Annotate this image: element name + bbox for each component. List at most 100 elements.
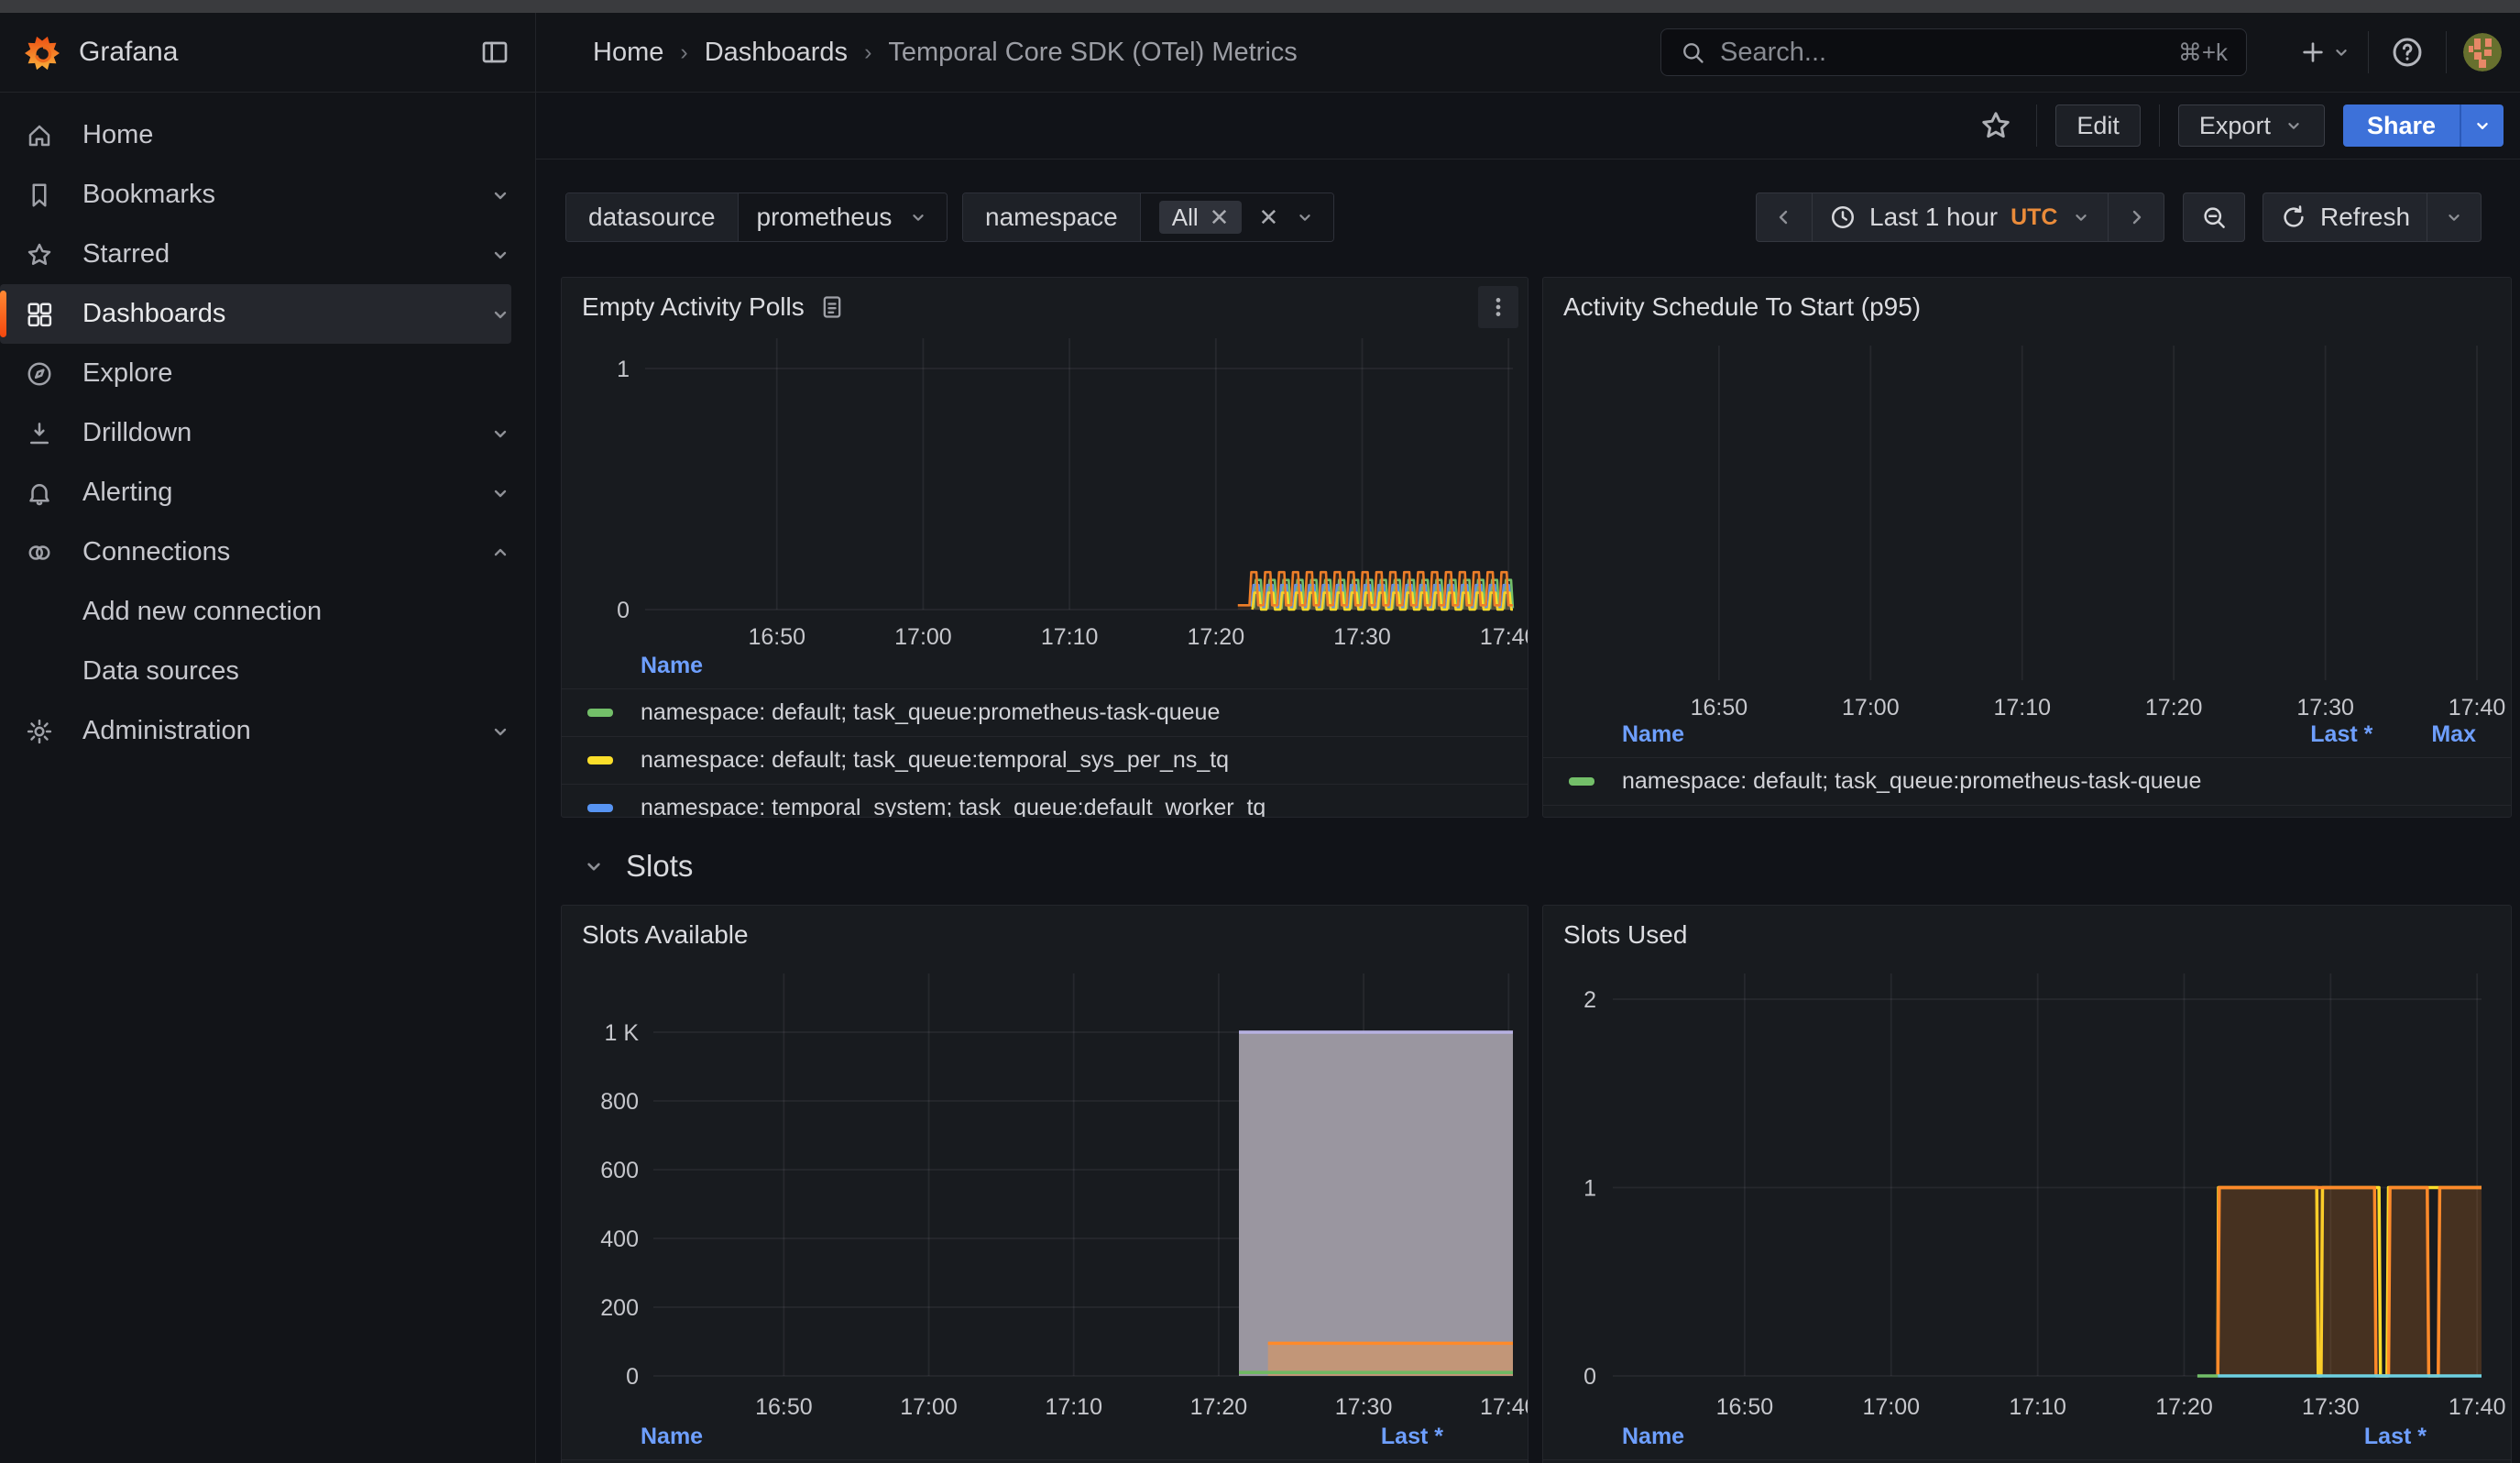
legend-item[interactable]: namespace: default; task_queue:prometheu…: [1543, 1459, 2511, 1463]
timeseries-chart[interactable]: 16:50 17:00 17:10 17:20 17:30 17:40: [1543, 333, 2511, 721]
legend-column-last[interactable]: Last *: [1380, 1424, 1443, 1449]
refresh-button[interactable]: Refresh: [2263, 193, 2428, 241]
legend-item[interactable]: namespace: default; task_queue:prometheu…: [562, 1459, 1528, 1463]
timeseries-chart[interactable]: 16:50 17:00 17:10 17:20 17:30 17:40 0 1: [562, 333, 1528, 653]
sidebar-item-dashboards[interactable]: Dashboards: [0, 284, 511, 344]
panel-header[interactable]: Empty Activity Polls: [562, 278, 1528, 333]
chevron-down-icon: [494, 311, 507, 318]
sidebar-item-drilldown[interactable]: Drilldown: [0, 403, 511, 463]
add-menu-button[interactable]: [2298, 38, 2351, 67]
legend-column-name[interactable]: Name: [641, 1424, 704, 1449]
legend-column-name[interactable]: Name: [1622, 721, 1685, 747]
namespace-chip-all[interactable]: All ✕: [1158, 201, 1243, 234]
breadcrumb-dashboards[interactable]: Dashboards: [704, 37, 849, 67]
panel-header[interactable]: Slots Used: [1543, 906, 2511, 961]
panel-legend: Name Last * namespace: default; task_queue…: [1543, 1420, 2511, 1463]
svg-text:17:40: 17:40: [1480, 1394, 1528, 1420]
sidebar-item-add-new-connection[interactable]: Add new connection: [0, 582, 511, 642]
sidebar-item-connections[interactable]: Connections: [0, 522, 511, 582]
search-input[interactable]: Search... ⌘+k: [1660, 28, 2247, 76]
timeseries-chart[interactable]: 16:50 17:00 17:10 17:20 17:30 17:40 0 1 2: [1543, 961, 2511, 1424]
breadcrumb-current: Temporal Core SDK (OTel) Metrics: [888, 37, 1298, 67]
legend-column-max[interactable]: Max: [2431, 721, 2476, 747]
sidebar-item-bookmarks[interactable]: Bookmarks: [0, 165, 511, 225]
breadcrumb-home[interactable]: Home: [593, 37, 664, 67]
sidebar-item-starred[interactable]: Starred: [0, 225, 511, 284]
panel-header[interactable]: Slots Available: [562, 906, 1528, 961]
sidebar-item-data-sources[interactable]: Data sources: [0, 642, 511, 701]
help-button[interactable]: [2385, 30, 2429, 74]
dock-sidebar-icon[interactable]: [475, 32, 515, 72]
sidebar-item-explore[interactable]: Explore: [0, 344, 511, 403]
panel-header[interactable]: Activity Schedule To Start (p95): [1543, 278, 2511, 333]
namespace-value-dropdown[interactable]: All ✕ ✕: [1140, 193, 1334, 241]
time-shift-back-button[interactable]: [1757, 193, 1813, 241]
legend-column-name[interactable]: Name: [641, 653, 704, 678]
svg-text:400: 400: [600, 1226, 639, 1252]
panel-description-icon[interactable]: [819, 294, 845, 320]
legend-header: Name: [562, 649, 1528, 688]
chevron-down-icon: [2075, 214, 2087, 221]
zoom-out-control: [2183, 192, 2245, 242]
breadcrumb: Home › Dashboards › Temporal Core SDK (O…: [593, 38, 1298, 68]
share-menu-button[interactable]: [2460, 104, 2504, 147]
legend-item[interactable]: namespace: temporal_system; task_queue:d…: [562, 784, 1528, 817]
panel-empty-activity-polls: Empty Activity Polls 16:50 17:00 17:10 17:2…: [561, 277, 1528, 818]
series-color-pill: [587, 709, 613, 717]
brand-title: Grafana: [79, 37, 179, 67]
dashboard-toolbar: Edit Export Share: [536, 93, 2520, 160]
refresh-icon: [2284, 205, 2304, 227]
chevron-down-icon: [2477, 122, 2488, 129]
series-name: namespace: default; task_queue:prometheu…: [1622, 768, 2202, 794]
svg-text:17:30: 17:30: [2296, 695, 2354, 720]
time-range-controls: Last 1 hour UTC: [1756, 192, 2164, 242]
time-shift-forward-button[interactable]: [2109, 193, 2164, 241]
chevron-down-icon: [2288, 123, 2299, 129]
legend-column-last[interactable]: Last *: [2310, 721, 2373, 747]
panel-menu-button[interactable]: [1478, 286, 1518, 328]
namespace-variable[interactable]: namespace All ✕ ✕: [962, 192, 1335, 242]
chevron-down-icon: [2336, 50, 2347, 56]
sidebar-item-label: Home: [82, 120, 154, 149]
sidebar-item-administration[interactable]: Administration: [0, 701, 511, 761]
section-slots-toggle[interactable]: Slots: [582, 849, 693, 884]
panel-title: Activity Schedule To Start (p95): [1563, 292, 1922, 321]
zoom-out-button[interactable]: [2184, 193, 2244, 241]
legend-column-name[interactable]: Name: [1622, 1424, 1685, 1449]
svg-text:17:20: 17:20: [1190, 1394, 1248, 1420]
sidebar-item-label: Bookmarks: [82, 180, 216, 209]
refresh-interval-button[interactable]: [2427, 193, 2481, 241]
export-button[interactable]: Export: [2177, 104, 2325, 147]
datasource-variable[interactable]: datasource prometheus: [565, 192, 948, 242]
panel-title: Slots Available: [582, 920, 749, 949]
remove-chip-icon[interactable]: ✕: [1209, 203, 1230, 231]
sidebar-item-home[interactable]: Home: [0, 105, 511, 165]
sidebar-item-alerting[interactable]: Alerting: [0, 463, 511, 522]
refresh-controls: Refresh: [2263, 192, 2482, 242]
series-name: namespace: default; task_queue:prometheu…: [641, 699, 1221, 725]
datasource-value-dropdown[interactable]: prometheus: [738, 193, 948, 241]
sidebar-item-label: Add new connection: [82, 597, 323, 626]
legend-item[interactable]: namespace: default; task_queue:temporal_…: [562, 736, 1528, 784]
share-button[interactable]: Share: [2342, 104, 2460, 147]
apps-icon: [27, 302, 52, 326]
edit-button[interactable]: Edit: [2055, 104, 2141, 147]
svg-text:17:20: 17:20: [1188, 624, 1245, 650]
series-color-pill: [587, 756, 613, 764]
chevron-down-icon: [587, 863, 600, 871]
timeseries-chart[interactable]: 16:50 17:00 17:10 17:20 17:30 17:40 0 200 400 600…: [562, 961, 1528, 1424]
sidebar-nav: Home Bookmarks Starred Dashboards Explore Dri…: [0, 93, 536, 1463]
favorite-star-button[interactable]: [1974, 104, 2018, 148]
clear-all-icon[interactable]: ✕: [1258, 203, 1279, 231]
svg-text:17:10: 17:10: [1041, 624, 1099, 650]
legend-column-last[interactable]: Last *: [2363, 1424, 2427, 1449]
user-avatar[interactable]: [2463, 33, 2502, 72]
legend-item[interactable]: namespace: default; task_queue:prometheu…: [562, 688, 1528, 736]
time-range-picker[interactable]: Last 1 hour UTC: [1813, 193, 2109, 241]
svg-text:0: 0: [626, 1364, 639, 1390]
header-brand-area: Grafana: [0, 13, 536, 92]
svg-text:17:40: 17:40: [2449, 1394, 2506, 1420]
svg-text:0: 0: [617, 598, 630, 623]
breadcrumb-separator: ›: [680, 38, 688, 65]
legend-item[interactable]: namespace: default; task_queue:prometheu…: [1543, 757, 2511, 805]
